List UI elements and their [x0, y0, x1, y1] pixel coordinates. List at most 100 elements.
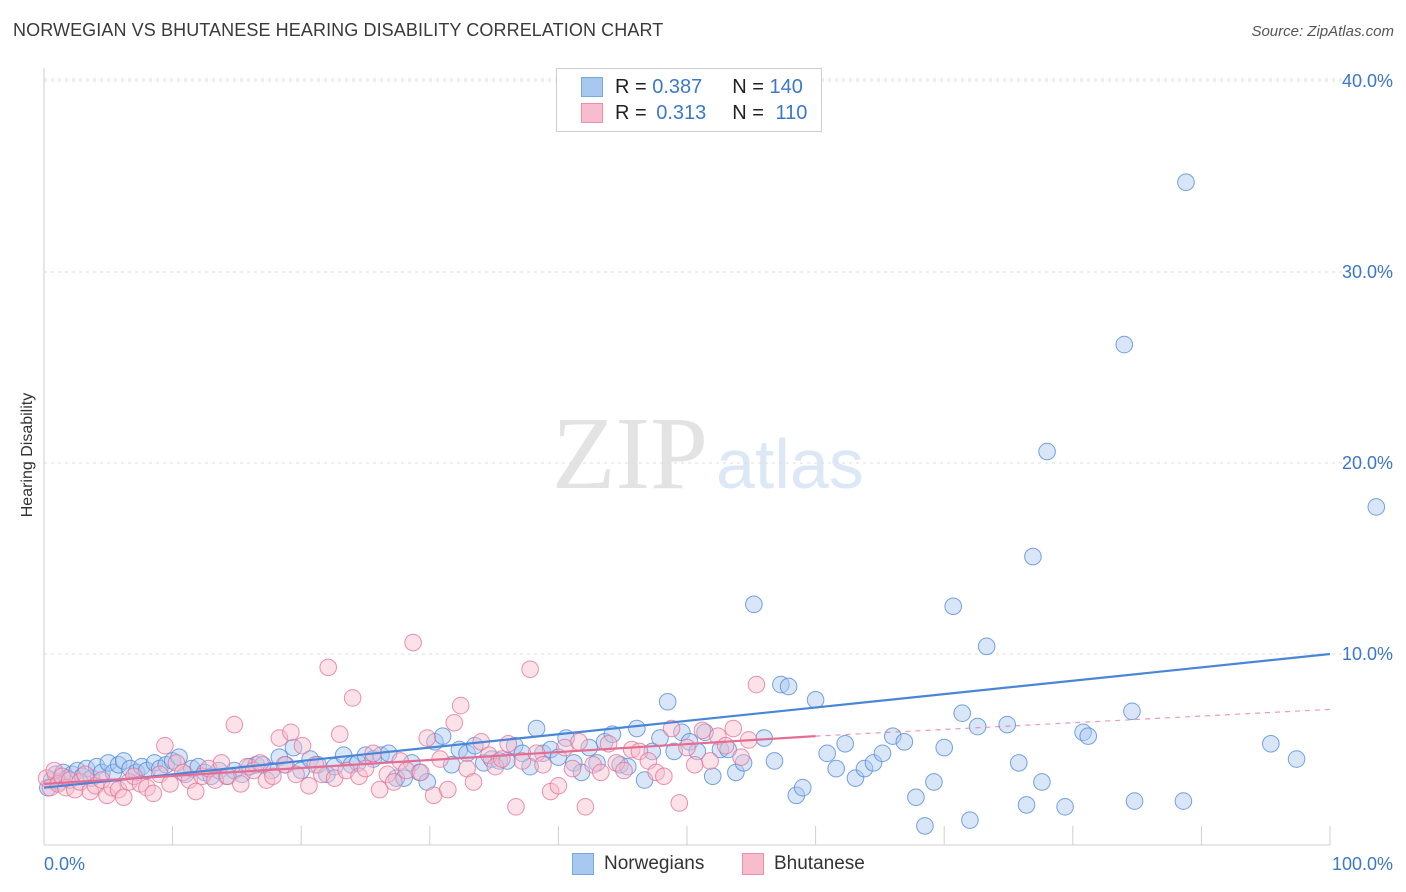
point-bhutanese — [384, 773, 403, 791]
point-bhutanese — [270, 729, 289, 747]
point-norwegians — [1017, 796, 1036, 814]
point-norwegians — [1367, 498, 1386, 516]
point-norwegians — [944, 597, 963, 616]
bottom-legend-label-bhutanese: Bhutanese — [774, 853, 865, 874]
bottom-legend-swatch-norwegians — [572, 853, 594, 875]
point-bhutanese — [439, 780, 457, 799]
y-tick-label: 40.0% — [1342, 71, 1393, 91]
point-bhutanese — [655, 767, 673, 786]
point-norwegians — [846, 769, 865, 787]
y-tick-label: 30.0% — [1342, 262, 1393, 282]
legend-n-value: 110 — [775, 101, 808, 124]
point-bhutanese — [576, 798, 595, 816]
point-norwegians — [818, 744, 836, 763]
point-bhutanese — [343, 689, 362, 707]
point-bhutanese — [464, 773, 483, 791]
point-norwegians — [628, 719, 646, 738]
point-bhutanese — [592, 763, 610, 782]
bottom-legend-swatch-bhutanese — [742, 853, 764, 875]
point-norwegians — [745, 595, 763, 614]
legend-n-label: N = — [732, 101, 764, 124]
point-bhutanese — [507, 798, 525, 816]
point-bhutanese — [693, 721, 712, 740]
point-bhutanese — [747, 675, 766, 694]
chart-title: NORWEGIAN VS BHUTANESE HEARING DISABILIT… — [13, 20, 664, 40]
point-bhutanese — [445, 713, 464, 732]
y-tick-label: 20.0% — [1342, 453, 1393, 473]
point-norwegians — [433, 727, 452, 745]
gridlines — [44, 78, 1395, 655]
watermark-atlas: atlas — [716, 425, 864, 503]
point-norwegians — [855, 759, 874, 778]
point-bhutanese — [584, 755, 602, 774]
bottom-legend-norwegians[interactable]: Norwegians — [572, 851, 704, 877]
point-bhutanese — [724, 719, 743, 738]
point-norwegians — [779, 677, 798, 696]
point-bhutanese — [615, 761, 633, 780]
point-bhutanese — [521, 660, 539, 679]
point-bhutanese — [513, 752, 532, 770]
point-norwegians — [873, 744, 892, 763]
legend-row-bhutanese: R = 0.313 N = 110 — [581, 100, 807, 126]
point-norwegians — [1079, 727, 1098, 745]
point-bhutanese — [186, 782, 205, 801]
point-norwegians — [1033, 773, 1051, 791]
point-norwegians — [977, 637, 996, 656]
point-bhutanese — [678, 738, 696, 757]
tick-labels: 10.0% 20.0% 30.0% 40.0% 0.0% 100.0% — [44, 71, 1393, 874]
trend-lines — [43, 652, 1331, 789]
point-bhutanese — [716, 736, 735, 755]
point-norwegians — [1177, 173, 1195, 192]
legend-n-value: 140 — [769, 75, 803, 98]
point-norwegians — [1024, 547, 1042, 566]
point-bhutanese — [287, 765, 305, 784]
point-bhutanese — [144, 784, 163, 803]
point-bhutanese — [282, 723, 300, 742]
point-bhutanese — [231, 775, 250, 793]
point-norwegians — [703, 767, 722, 786]
x-tick-label: 100.0% — [1332, 854, 1393, 874]
legend-r-value: 0.313 — [656, 101, 707, 124]
point-bhutanese — [493, 750, 511, 768]
point-norwegians — [658, 692, 677, 711]
point-norwegians — [1287, 750, 1306, 768]
point-norwegians — [806, 691, 825, 709]
y-tick-label: 10.0% — [1342, 644, 1393, 664]
point-bhutanese — [451, 696, 470, 715]
point-norwegians — [580, 738, 599, 757]
point-norwegians — [827, 759, 845, 778]
point-norwegians — [1262, 734, 1280, 753]
bottom-legend-label-norwegians: Norwegians — [604, 853, 705, 874]
bottom-legend-bhutanese[interactable]: Bhutanese — [742, 851, 865, 877]
legend-row-norwegians: R = 0.387 N = 140 — [581, 74, 803, 100]
point-bhutanese — [534, 755, 552, 774]
point-bhutanese — [662, 719, 681, 738]
data-points — [37, 173, 1386, 835]
point-bhutanese — [607, 754, 626, 772]
point-norwegians — [1115, 335, 1134, 354]
legend-r-value: 0.387 — [652, 75, 703, 98]
point-bhutanese — [732, 748, 750, 766]
point-bhutanese — [330, 725, 349, 744]
point-norwegians — [907, 788, 925, 807]
point-norwegians — [836, 734, 854, 753]
point-norwegians — [1038, 442, 1056, 461]
point-norwegians — [953, 704, 972, 723]
point-norwegians — [527, 719, 546, 738]
point-bhutanese — [670, 794, 689, 812]
point-bhutanese — [701, 752, 719, 770]
point-norwegians — [1009, 754, 1028, 772]
trend-line-norwegians — [43, 652, 1331, 789]
point-bhutanese — [549, 776, 568, 795]
point-norwegians — [935, 738, 954, 757]
point-norwegians — [1174, 792, 1193, 810]
point-norwegians — [145, 754, 164, 772]
point-norwegians — [895, 733, 914, 751]
point-norwegians — [998, 715, 1017, 734]
point-bhutanese — [156, 736, 174, 755]
point-bhutanese — [570, 733, 588, 751]
point-norwegians — [968, 717, 987, 736]
point-norwegians — [1123, 702, 1141, 721]
legend-r-label: R = — [615, 101, 647, 124]
